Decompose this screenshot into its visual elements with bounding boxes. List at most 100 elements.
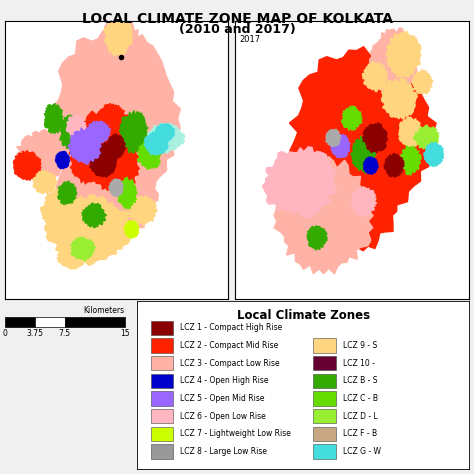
Text: LCZ 10 -: LCZ 10 - [343, 359, 374, 368]
Text: LCZ 7 - Lightweight Low Rise: LCZ 7 - Lightweight Low Rise [180, 429, 291, 438]
Text: LCZ B - S: LCZ B - S [343, 376, 377, 385]
Text: 3.75: 3.75 [26, 329, 43, 338]
Polygon shape [307, 226, 327, 250]
Polygon shape [370, 28, 419, 99]
Bar [151, 409, 173, 423]
Polygon shape [304, 151, 330, 181]
Polygon shape [125, 220, 139, 238]
Polygon shape [351, 136, 376, 173]
Text: LCZ 5 - Open Mid Rise: LCZ 5 - Open Mid Rise [180, 394, 264, 403]
Text: Local Climate Zones: Local Climate Zones [237, 310, 370, 322]
Polygon shape [128, 196, 157, 225]
Polygon shape [41, 189, 78, 231]
Polygon shape [424, 143, 444, 166]
Text: LCZ 3 - Compact Low Rise: LCZ 3 - Compact Low Rise [180, 359, 280, 368]
Text: 15: 15 [120, 329, 129, 338]
Text: LCZ 1 - Compact High Rise: LCZ 1 - Compact High Rise [180, 323, 282, 332]
Polygon shape [330, 134, 350, 158]
Text: LCZ 8 - Large Low Rise: LCZ 8 - Large Low Rise [180, 447, 267, 456]
Polygon shape [13, 151, 41, 180]
Polygon shape [399, 117, 423, 147]
Polygon shape [99, 13, 142, 94]
Polygon shape [384, 154, 404, 177]
Polygon shape [362, 123, 388, 153]
Polygon shape [109, 179, 123, 197]
Polygon shape [119, 110, 148, 153]
Bar [313, 338, 336, 353]
Polygon shape [104, 14, 133, 56]
Polygon shape [89, 143, 117, 177]
Polygon shape [412, 70, 433, 93]
Bar [65, 317, 125, 327]
Bar [313, 445, 336, 459]
Polygon shape [155, 124, 174, 141]
Polygon shape [290, 46, 436, 220]
Polygon shape [274, 157, 373, 274]
Bar [151, 374, 173, 388]
Polygon shape [382, 78, 417, 119]
Polygon shape [56, 128, 158, 245]
Polygon shape [92, 137, 139, 195]
Text: LCZ 9 - S: LCZ 9 - S [343, 341, 377, 350]
Polygon shape [386, 31, 421, 77]
Polygon shape [60, 115, 84, 150]
Text: 7.5: 7.5 [59, 329, 71, 338]
Polygon shape [137, 140, 162, 170]
Text: Kilometers: Kilometers [83, 306, 125, 315]
Polygon shape [50, 27, 180, 212]
Text: (2010 and 2017): (2010 and 2017) [179, 23, 295, 36]
Text: LCZ 6 - Open Low Rise: LCZ 6 - Open Low Rise [180, 412, 266, 421]
Polygon shape [82, 203, 107, 228]
Text: LCZ C - B: LCZ C - B [343, 394, 377, 403]
Polygon shape [33, 170, 57, 194]
Polygon shape [57, 245, 85, 269]
Polygon shape [263, 147, 337, 218]
Polygon shape [364, 157, 378, 174]
Polygon shape [107, 134, 126, 158]
Bar [151, 427, 173, 441]
Polygon shape [144, 131, 168, 155]
Text: LCZ 4 - Open High Rise: LCZ 4 - Open High Rise [180, 376, 268, 385]
Polygon shape [45, 195, 131, 265]
Polygon shape [66, 115, 86, 139]
Polygon shape [87, 121, 110, 144]
Polygon shape [414, 125, 439, 150]
Polygon shape [401, 146, 421, 175]
Polygon shape [91, 222, 119, 253]
Polygon shape [351, 186, 377, 217]
Bar [313, 374, 336, 388]
Polygon shape [71, 137, 108, 184]
Bar [313, 427, 336, 441]
Polygon shape [44, 103, 63, 134]
Bar [313, 392, 336, 406]
Polygon shape [113, 115, 141, 149]
Text: LCZ G - W: LCZ G - W [343, 447, 381, 456]
Text: LOCAL CLIMATE ZONE MAP OF KOLKATA: LOCAL CLIMATE ZONE MAP OF KOLKATA [82, 12, 392, 26]
Text: 0: 0 [2, 329, 7, 338]
Polygon shape [68, 128, 101, 164]
Text: LCZ 2 - Compact Mid Rise: LCZ 2 - Compact Mid Rise [180, 341, 278, 350]
Bar [5, 317, 35, 327]
Text: LCZ F - B: LCZ F - B [343, 429, 377, 438]
Polygon shape [326, 129, 341, 146]
Polygon shape [57, 181, 77, 205]
Text: 2017: 2017 [239, 35, 260, 44]
Polygon shape [362, 62, 388, 92]
Polygon shape [146, 123, 184, 153]
Polygon shape [342, 106, 362, 130]
Polygon shape [71, 237, 95, 261]
Bar [35, 317, 65, 327]
Bar [313, 409, 336, 423]
Bar [151, 338, 173, 353]
Bar [313, 356, 336, 370]
Bar [151, 392, 173, 406]
Polygon shape [300, 123, 408, 251]
Bar [151, 356, 173, 370]
Polygon shape [97, 103, 126, 134]
Text: LCZ D - L: LCZ D - L [343, 412, 377, 421]
Polygon shape [55, 151, 70, 169]
Bar [151, 321, 173, 335]
Bar [151, 445, 173, 459]
Polygon shape [118, 177, 137, 209]
Polygon shape [69, 110, 136, 182]
